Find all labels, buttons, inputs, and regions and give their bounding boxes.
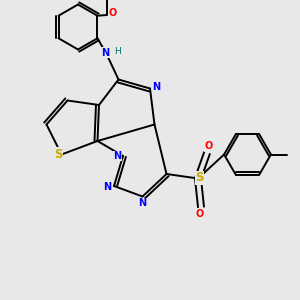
Text: N: N bbox=[138, 198, 147, 208]
Text: N: N bbox=[152, 82, 161, 92]
Text: N: N bbox=[103, 182, 112, 193]
Text: N: N bbox=[101, 47, 109, 58]
Text: N: N bbox=[113, 151, 122, 161]
Text: O: O bbox=[109, 8, 117, 19]
Text: O: O bbox=[195, 208, 204, 219]
Text: S: S bbox=[195, 171, 204, 184]
Text: O: O bbox=[204, 141, 213, 152]
Text: S: S bbox=[54, 148, 63, 161]
Text: H: H bbox=[115, 46, 121, 56]
